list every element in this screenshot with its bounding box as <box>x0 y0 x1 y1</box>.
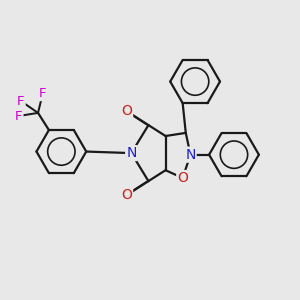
Text: F: F <box>15 110 22 122</box>
Text: F: F <box>39 87 46 100</box>
Text: N: N <box>126 146 136 160</box>
Text: N: N <box>185 148 196 162</box>
Text: O: O <box>177 171 188 185</box>
Text: O: O <box>121 188 132 202</box>
Text: O: O <box>121 104 132 118</box>
Text: F: F <box>17 94 25 108</box>
